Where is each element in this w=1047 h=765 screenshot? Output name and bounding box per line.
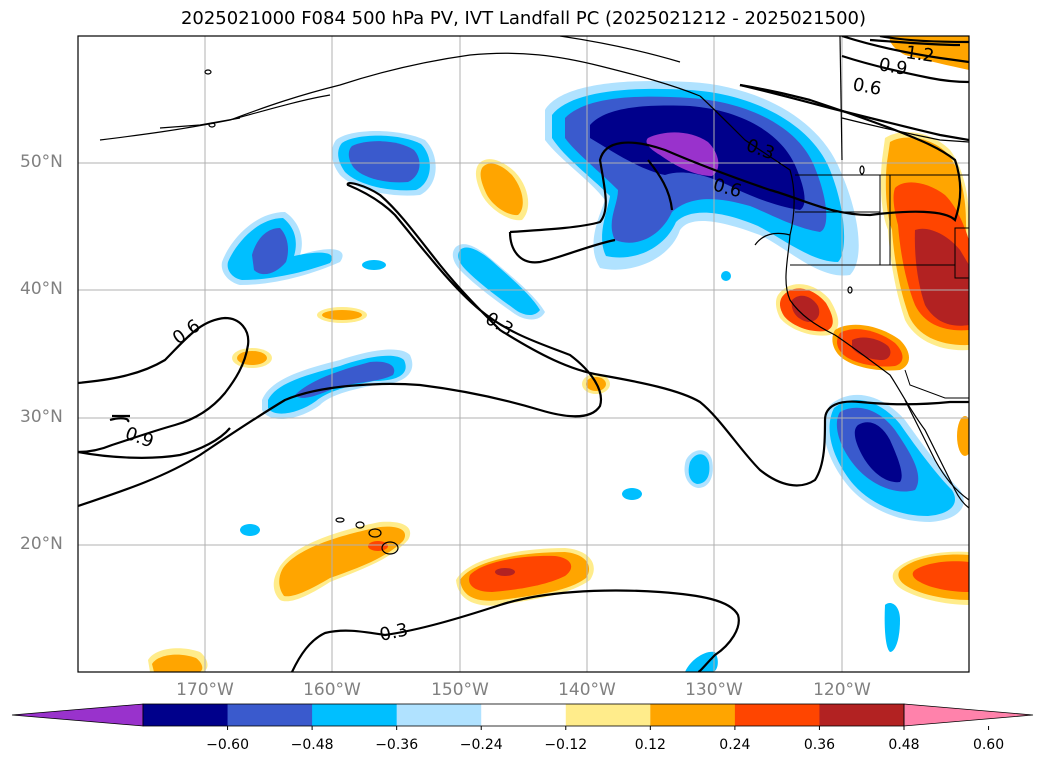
lon-label-170w: 170°W <box>176 680 234 700</box>
colorbar-segment <box>481 704 567 726</box>
colorbar-tick-label: −0.60 <box>206 737 249 753</box>
colorbar-segment <box>734 704 820 726</box>
positive-anomaly-shading <box>148 36 969 672</box>
colorbar-tick-label: −0.12 <box>544 737 588 753</box>
colorbar-tick-label: −0.24 <box>459 737 503 753</box>
colorbar-segment <box>565 704 651 726</box>
colorbar-tick-label: 0.48 <box>888 737 920 753</box>
lon-label-120w: 120°W <box>813 680 871 700</box>
contour-labels: 0.3 0.3 0.3 0.6 0.6 0.6 0.9 0.9 1.2 <box>122 42 935 646</box>
colorbar-frame <box>142 703 905 727</box>
colorbar-tick-label: 0.24 <box>719 737 751 753</box>
contour-label: 0.9 <box>877 54 909 80</box>
colorbar-segment <box>819 704 905 726</box>
map-frame <box>77 35 970 673</box>
colorbar-extend-high <box>903 703 1034 727</box>
colorbar-segment <box>312 704 398 726</box>
colorbar-extend-low <box>11 703 144 727</box>
map-panel: 0.3 0.3 0.3 0.6 0.6 0.6 0.9 0.9 1.2 <box>77 35 970 673</box>
colorbar-segments <box>11 703 1034 730</box>
lon-label-160w: 160°W <box>303 680 361 700</box>
colorbar-tick-label: −0.48 <box>290 737 334 753</box>
lat-label-40n: 40°N <box>20 279 63 299</box>
lon-label-130w: 130°W <box>685 680 743 700</box>
colorbar-segment <box>227 704 313 726</box>
lon-label-150w: 150°W <box>431 680 489 700</box>
lon-label-140w: 140°W <box>558 680 616 700</box>
map-title: 2025021000 F084 500 hPa PV, IVT Landfall… <box>180 8 867 29</box>
colorbar-tick-label: 0.36 <box>803 737 836 753</box>
colorbar-segment <box>396 704 482 726</box>
coastlines <box>99 36 969 555</box>
ivt-contours <box>78 36 969 672</box>
contour-label: 0.6 <box>851 74 883 100</box>
colorbar-segment <box>143 704 229 726</box>
colorbar-tick-label: 0.60 <box>972 737 1005 753</box>
contour-label: 1.2 <box>904 42 935 67</box>
lat-label-50n: 50°N <box>20 152 63 172</box>
lat-label-20n: 20°N <box>20 534 63 554</box>
state-borders <box>790 174 969 399</box>
colorbar <box>11 703 1034 730</box>
colorbar-tick-label: 0.12 <box>634 737 666 753</box>
lat-label-30n: 30°N <box>20 407 63 427</box>
colorbar-segment <box>650 704 736 726</box>
colorbar-tick-label: −0.36 <box>375 737 419 753</box>
